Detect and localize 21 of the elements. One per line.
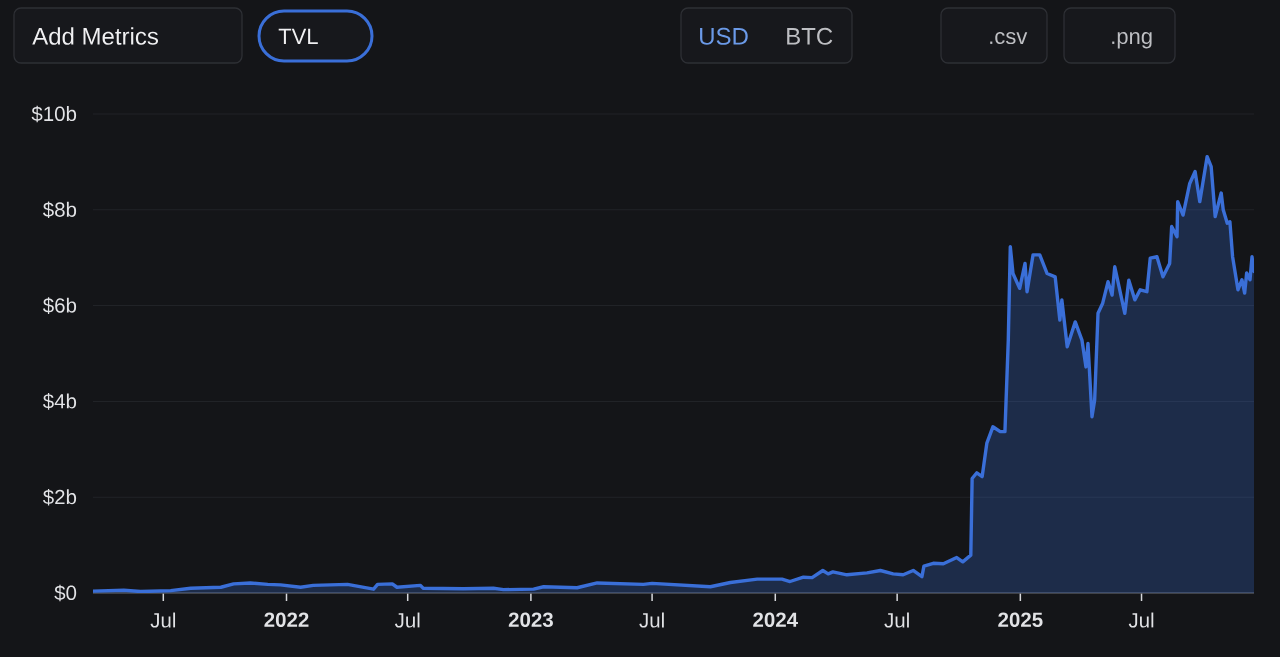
- text: TVL: [278, 28, 318, 44]
- x-tick-label: Jul: [394, 612, 420, 628]
- x-tick-label: 2024: [753, 612, 798, 628]
- text: Add Metrics: [32, 27, 159, 45]
- y-tick-label: $0: [54, 584, 77, 602]
- y-tick-label: $10b: [31, 105, 77, 123]
- y-tick-label: $8b: [42, 201, 77, 219]
- y-tick-label: $4b: [42, 393, 77, 410]
- x-tick-label: Jul: [150, 612, 176, 628]
- text: BTC: [787, 27, 833, 45]
- y-tick-label: $6b: [42, 297, 77, 314]
- y-tick-label: $2b: [42, 488, 77, 506]
- x-tick-label: Jul: [884, 612, 909, 628]
- x-tick-label: 2023: [508, 612, 553, 628]
- x-tick-label: Jul: [1128, 612, 1154, 628]
- x-tick-label: 2022: [264, 612, 309, 628]
- text: USD: [700, 27, 748, 45]
- x-tick-label: 2025: [998, 612, 1043, 628]
- text: .png: [1112, 32, 1152, 49]
- text: .csv: [990, 32, 1028, 45]
- x-tick-label: Jul: [639, 612, 664, 628]
